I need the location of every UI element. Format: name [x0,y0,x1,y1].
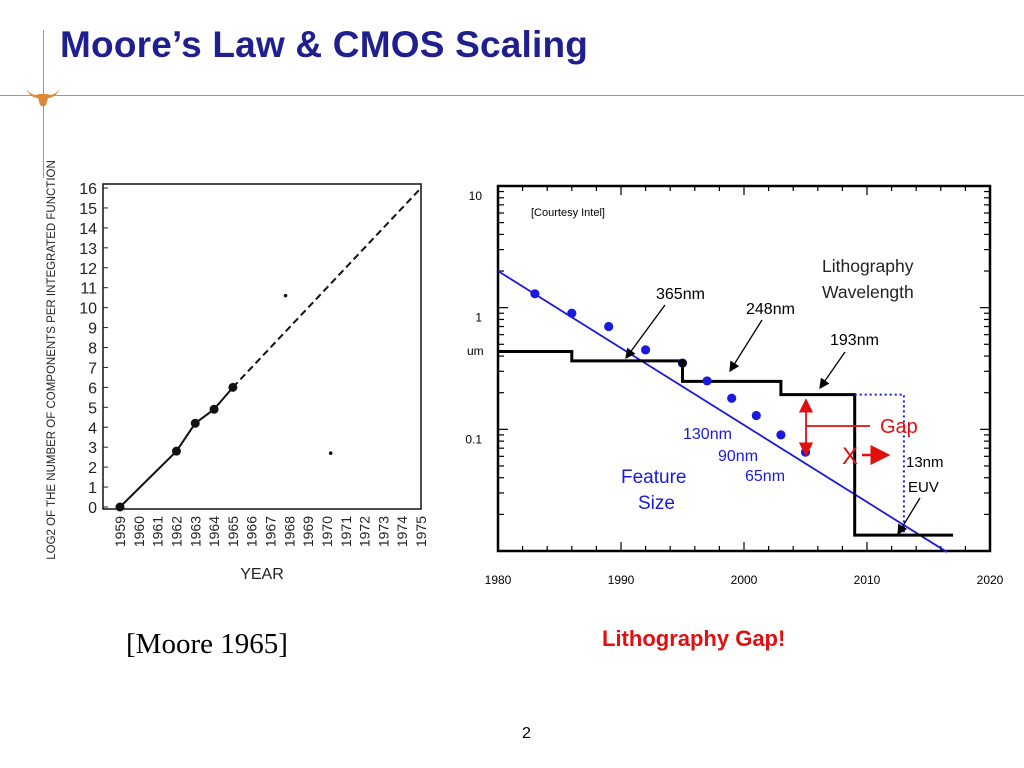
moore-data-point [115,502,125,512]
page-number: 2 [522,725,531,742]
moore-y-tick-label: 2 [88,460,97,477]
moore-x-tick-label: 1966 [244,516,260,547]
moore-x-axis-label: YEAR [240,566,284,583]
arrow-365nm [625,304,666,360]
intel-x-tick-label: 2000 [731,573,758,587]
moore-x-tick-label: 1960 [131,516,147,547]
lithography-gap-caption: Lithography Gap! [602,626,786,651]
intel-y-tick-label: 1 [475,311,482,325]
moore-stray-point [328,451,333,455]
moore-x-tick-label: 1964 [206,516,222,547]
moore-y-tick-label: 8 [88,341,97,358]
intel-x-tick-label: 1980 [485,573,512,587]
wavelength-step-line [498,350,954,537]
moore-y-tick-label: 0 [88,500,97,517]
intel-x-tick-label: 2010 [854,573,881,587]
moore-y-tick-label: 16 [79,181,97,198]
moore-x-tick-label: 1971 [338,516,354,547]
moore-y-tick-label: 13 [79,241,97,258]
feature-size-point [567,308,577,318]
label-90nm: 90nm [718,448,758,465]
intel-plot-frame [496,184,992,553]
moore-y-tick-label: 4 [88,420,97,437]
feature-size-point [727,393,737,403]
feature-size-point [641,345,651,355]
moore-data-point [209,404,219,414]
moore-x-tick-label: 1965 [225,516,241,547]
moore-y-tick-label: 11 [80,281,97,298]
moore-y-tick-label: 9 [88,321,97,338]
arrow-euv [897,497,921,536]
intel-x-tick-label: 1990 [608,573,635,587]
moore-y-tick-label: 3 [88,440,97,457]
label-365nm: 365nm [656,286,705,303]
moore-data-point [190,418,200,428]
label-euv: EUV [908,479,939,496]
courtesy-note: [Courtesy Intel] [531,207,605,219]
moore-y-tick-label: 6 [88,380,97,397]
header-divider [0,95,1024,96]
moore-x-tick-label: 1962 [168,516,184,547]
moore-y-tick-label: 14 [79,221,97,238]
moore-x-tick-label: 1974 [394,516,410,547]
feature-size-point [604,321,614,332]
moore-data-point [171,446,181,456]
label-65nm: 65nm [745,468,785,485]
lithography-chart: 1980 1990 2000 2010 2020 10 1 0.1 [Courtesy Int… [465,184,1004,587]
longhorn-icon [26,89,60,107]
label-248nm: 248nm [746,301,795,318]
intel-y-tick-label: 0.1 [465,432,482,446]
moore-y-tick-label: 5 [88,400,97,417]
moore-x-tick-label: 1970 [319,516,335,547]
litho-label-line2: Wavelength [822,282,914,302]
intel-y-tick-label: 10 [469,189,483,203]
feature-size-trend-line [497,270,948,553]
moore-x-tick-label: 1963 [187,516,203,547]
moore-x-tick-label: 1975 [413,516,429,547]
moore-trend-line [232,187,422,389]
slide-title: Moore’s Law & CMOS Scaling [60,24,589,65]
moore-y-tick-label: 15 [79,201,97,218]
euv-dotted-line [854,393,905,536]
feature-size-point [776,430,786,440]
moore-x-tick-label: 1969 [300,516,316,547]
gap-label: Gap [880,416,918,438]
arrow-193nm [819,351,846,390]
moore-y-tick-label: 1 [88,480,97,497]
wavelength-intersection-point [678,358,687,368]
moore-x-tick-label: 1967 [263,516,279,547]
feature-label-line1: Feature [621,467,686,488]
moore-x-tick-label: 1961 [150,516,166,547]
feature-label-line2: Size [638,493,675,514]
feature-size-point [530,289,540,299]
moore-y-tick-label: 12 [79,261,97,278]
label-13nm: 13nm [906,454,944,471]
litho-label-line1: Lithography [822,256,914,276]
moore-plot-frame [102,183,422,510]
feature-size-point [702,376,712,386]
moore-x-tick-label: 1973 [375,516,391,547]
intel-x-tick-label: 2020 [977,573,1004,587]
moore-stray-point [283,293,288,298]
moore-citation: [Moore 1965] [126,628,288,660]
arrow-248nm [729,319,763,373]
label-130nm: 130nm [683,426,732,443]
moore-y-axis-label: LOG2 OF THE NUMBER OF COMPONENTS PER INT… [46,160,58,560]
y-unit-label: um [467,344,484,358]
moore-x-tick-label: 1959 [112,516,128,547]
label-193nm: 193nm [830,332,879,349]
feature-size-point [751,410,761,421]
x-mark: X [842,443,858,470]
moore-x-tick-label: 1972 [357,516,373,547]
moore-x-tick-label: 1968 [281,516,297,547]
moore-y-tick-label: 10 [79,301,97,318]
moore-y-tick-label: 7 [88,360,97,377]
